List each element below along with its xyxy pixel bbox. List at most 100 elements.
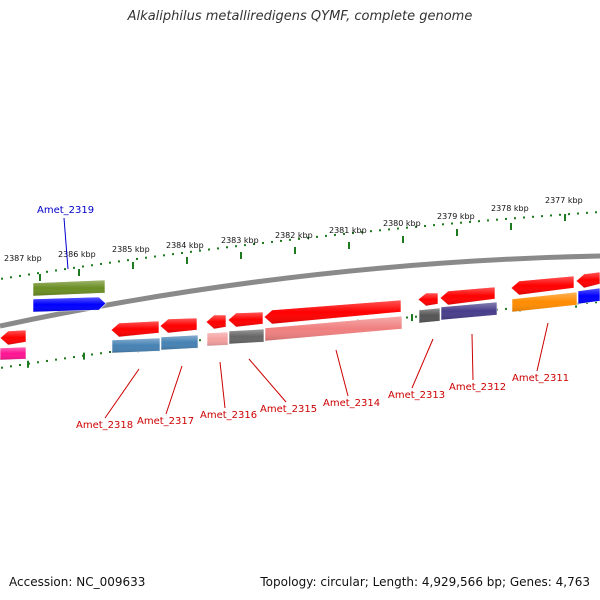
ruler-dot xyxy=(19,274,21,277)
ruler-dot xyxy=(262,241,264,244)
gene-amet-2313-cog xyxy=(418,307,441,324)
ruler-dot xyxy=(451,222,453,225)
ruler-dot xyxy=(514,217,516,220)
gene-amet-2315-cog xyxy=(228,328,265,345)
label-leader-line xyxy=(63,217,69,270)
ruler-dot xyxy=(10,365,12,368)
ruler-dot xyxy=(343,232,345,235)
ruler-dot xyxy=(316,235,318,238)
ruler-dot xyxy=(253,243,255,246)
gene-amet-2318-cog xyxy=(111,337,161,354)
ruler-dot xyxy=(334,233,336,236)
ruler-dot xyxy=(73,266,75,269)
ruler-dot xyxy=(541,215,543,218)
ruler-dot xyxy=(46,270,48,273)
ruler-dot xyxy=(226,246,228,249)
gene-amet-2317-cog xyxy=(160,334,199,351)
ruler-dot xyxy=(550,214,552,217)
ruler-dot xyxy=(379,229,381,232)
scale-label: 2377 kbp xyxy=(545,196,583,205)
ruler-dot xyxy=(109,351,111,354)
ruler-dot xyxy=(46,359,48,362)
ruler-dot xyxy=(559,213,561,216)
label-leader-line xyxy=(219,361,226,409)
ruler-dot xyxy=(154,255,156,258)
ruler-dot xyxy=(199,249,201,252)
ruler-dot xyxy=(100,352,102,355)
accession-text: Accession: NC_009633 xyxy=(9,575,146,589)
ruler-dot xyxy=(64,357,66,360)
ruler-dot xyxy=(1,277,3,280)
gene-amet-2319-cog xyxy=(32,279,106,297)
gene-amet-2314 xyxy=(263,299,402,325)
ruler-dot xyxy=(289,238,291,241)
ruler-dot xyxy=(199,339,201,342)
ruler-dot xyxy=(424,224,426,227)
ruler-dot xyxy=(595,301,597,304)
scale-label: 2381 kbp xyxy=(329,226,367,235)
ruler-dot xyxy=(64,268,66,271)
ruler-dot xyxy=(433,224,435,227)
label-leader-line xyxy=(471,333,474,381)
scale-labels: 2387 kbp 2386 kbp 2385 kbp 2384 kbp 2383 kbp… xyxy=(4,196,583,263)
ruler-dot xyxy=(19,363,21,366)
ruler-dot xyxy=(28,273,30,276)
ruler-dot xyxy=(145,256,147,259)
label-leader-line xyxy=(335,349,349,397)
label-leader-line xyxy=(411,338,434,389)
ruler-dot xyxy=(370,230,372,233)
ruler-dot xyxy=(244,244,246,247)
ruler-dot xyxy=(469,220,471,223)
ruler-dot xyxy=(577,212,579,215)
gene-label: Amet_2313 xyxy=(388,390,445,401)
ruler-dot xyxy=(190,250,192,253)
gene-amet-2314-cog xyxy=(264,315,403,342)
ruler-dot xyxy=(532,215,534,218)
ruler-dot xyxy=(406,316,408,319)
gene-amet-2311 xyxy=(510,275,575,296)
ruler-dot xyxy=(595,211,597,214)
ruler-dot xyxy=(10,276,12,279)
gene-label: Amet_2315 xyxy=(260,404,317,415)
ruler-dot xyxy=(523,216,525,219)
gene-amet-2312 xyxy=(439,286,496,306)
ruler-dot xyxy=(352,232,354,235)
gene-amet-2312-cog xyxy=(440,301,498,321)
ruler-dot xyxy=(505,217,507,220)
ruler-dot xyxy=(172,253,174,256)
map-title: Alkaliphilus metalliredigens QYMF, compl… xyxy=(127,9,473,24)
ruler-dot xyxy=(568,213,570,216)
ruler-dot xyxy=(181,251,183,254)
ruler-dot xyxy=(136,257,138,260)
scale-label: 2382 kbp xyxy=(275,231,313,240)
gene-right-edge xyxy=(575,271,600,289)
ruler-dot xyxy=(388,228,390,231)
scale-label: 2384 kbp xyxy=(166,241,204,250)
ruler-dot xyxy=(487,219,489,222)
label-leader-line xyxy=(536,322,549,372)
label-leader-line xyxy=(104,368,140,419)
genome-summary-text: Topology: circular; Length: 4,929,566 bp… xyxy=(260,575,590,589)
ruler-dot xyxy=(55,358,57,361)
gene-amet-2313 xyxy=(417,292,439,307)
gene-amet-2311-cog xyxy=(511,291,578,313)
ruler-dot xyxy=(37,272,39,275)
ruler-dot xyxy=(271,240,273,243)
outer-scale-ruler xyxy=(1,211,597,281)
ruler-dot xyxy=(37,361,39,364)
ruler-dot xyxy=(478,220,480,223)
ruler-dot xyxy=(208,248,210,251)
gene-label: Amet_2318 xyxy=(76,420,133,431)
scale-label: 2385 kbp xyxy=(112,245,150,254)
label-leader-line xyxy=(248,358,287,403)
gene-label: Amet_2316 xyxy=(200,410,257,421)
gene-amet-2316-cog xyxy=(206,331,229,347)
gene-right-edge-cog xyxy=(577,287,600,305)
gene-amet-2317 xyxy=(159,317,198,334)
ruler-dot xyxy=(586,211,588,214)
gene-amet-2319 xyxy=(32,296,107,313)
ruler-dot xyxy=(235,245,237,248)
